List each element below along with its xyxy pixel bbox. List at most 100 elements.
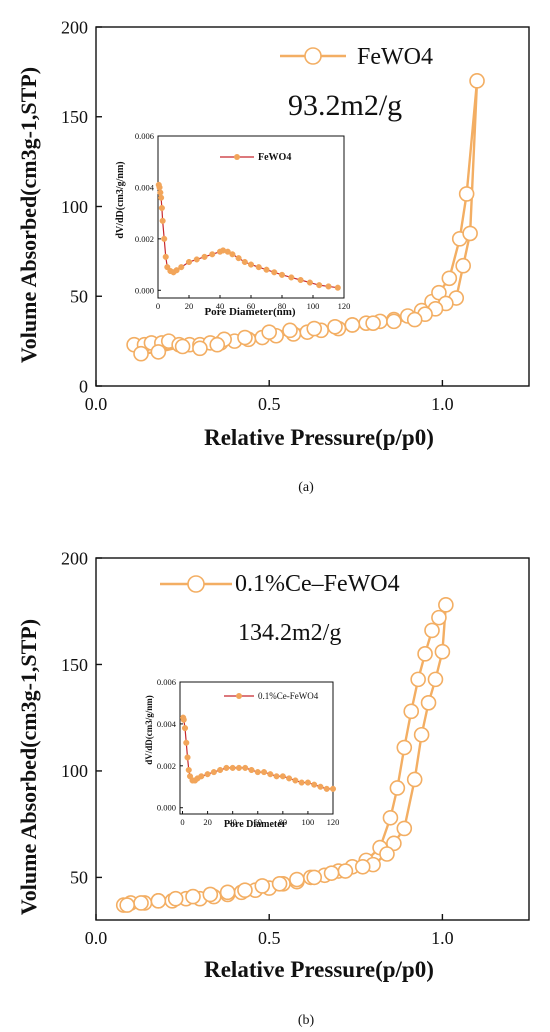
y-tick-label: 50 (70, 868, 88, 888)
inset-data-point (248, 766, 255, 774)
y-tick-label: 50 (70, 287, 88, 307)
data-point (202, 886, 219, 903)
inset-legend-swatch-marker (236, 693, 242, 699)
data-point (389, 780, 406, 796)
inset-data-point (292, 777, 299, 784)
data-point (365, 315, 381, 331)
inset-data-point (279, 773, 286, 780)
panel-label: (b) (298, 1013, 315, 1028)
inset-data-point (235, 255, 242, 262)
inset-x-tick-label: 40 (216, 301, 225, 311)
inset-y-tick-label: 0.004 (157, 719, 177, 729)
chart-a-svg: 0.0 0.5 1.0 0 50 100 150 200 0 20 40 60 80 100 120 0.00… (16, 17, 530, 495)
data-point (434, 643, 451, 660)
inset-data-point (306, 279, 313, 286)
data-point (133, 345, 149, 362)
data-point (282, 322, 298, 339)
inset-data-point (286, 775, 293, 782)
inset-data-point (241, 258, 248, 266)
inset-x-tick-label: 60 (254, 817, 263, 827)
inset-data-point (260, 769, 268, 776)
data-point (237, 882, 253, 898)
inset-data-point (157, 189, 164, 196)
inset-data-point (229, 251, 236, 258)
data-point (382, 809, 399, 826)
y-tick-label: 100 (61, 761, 88, 781)
data-point (458, 186, 475, 202)
data-point (150, 344, 167, 360)
panel-label: (a) (298, 480, 314, 495)
inset-data-point (298, 779, 305, 786)
inset-background (180, 682, 333, 814)
inset-data-point (201, 253, 208, 260)
inset-y-tick-label: 0.000 (135, 285, 154, 295)
data-point (219, 884, 236, 901)
inset-data-point (316, 282, 323, 289)
inset-data-point (304, 779, 311, 786)
surface-area-annotation: 134.2m2/g (238, 620, 341, 646)
data-point (462, 225, 478, 242)
x-tick-label: 0.0 (85, 394, 108, 414)
data-point (337, 863, 354, 879)
data-point (237, 329, 253, 346)
data-point (438, 597, 454, 613)
inset-x-tick-label: 20 (185, 301, 194, 311)
inset-y-tick-label: 0.002 (135, 234, 154, 244)
data-point (403, 703, 420, 720)
inset-data-point (273, 773, 280, 780)
inset-data-point (184, 754, 191, 761)
inset-data-point (173, 267, 180, 274)
inset-x-tick-label: 40 (228, 817, 237, 827)
y-tick-label: 200 (61, 17, 88, 37)
inset-data-point (317, 783, 324, 790)
inset-data-point (158, 204, 165, 212)
data-point (306, 869, 323, 886)
inset-data-point (180, 716, 187, 723)
y-tick-label: 100 (61, 197, 88, 217)
inset-data-point (178, 264, 185, 271)
chart-b-svg: 0.0 0.5 1.0 50 100 150 200 0 20 40 60 80 100 120 0.000… (16, 548, 530, 1028)
data-point (441, 270, 458, 287)
inset-data-point (242, 764, 249, 771)
inset-data-point (204, 771, 211, 778)
inset-data-point (278, 271, 286, 278)
inset-legend-label: FeWO4 (258, 152, 291, 163)
inset-data-point (254, 769, 261, 776)
inset-legend-label: 0.1%Ce-FeWO4 (258, 691, 319, 701)
inset-data-point (193, 256, 200, 263)
data-point (431, 609, 447, 626)
x-axis-label: Relative Pressure(p/p0) (204, 957, 434, 982)
data-point (344, 317, 361, 333)
data-point (167, 890, 184, 907)
data-point (420, 695, 437, 711)
data-point (417, 646, 433, 662)
inset-data-point (267, 771, 274, 778)
inset-x-tick-label: 80 (278, 301, 287, 311)
data-point (306, 320, 323, 337)
inset-data-point (181, 725, 189, 732)
data-point (271, 875, 288, 892)
inset-x-tick-label: 100 (307, 301, 320, 311)
inset-data-point (217, 766, 224, 774)
data-point (289, 871, 305, 888)
legend-swatch-marker (187, 575, 205, 593)
data-point (323, 865, 340, 881)
x-tick-label: 0.0 (85, 928, 108, 948)
data-point (133, 895, 149, 911)
inset-data-point (271, 269, 278, 276)
inset-data-point (329, 785, 337, 792)
inset-series-line (158, 184, 338, 289)
inset-y-tick-label: 0.006 (157, 677, 176, 687)
data-point (192, 340, 208, 357)
data-point (406, 311, 423, 328)
inset-x-tick-label: 100 (302, 817, 315, 827)
data-point (431, 284, 447, 301)
x-tick-label: 1.0 (431, 394, 454, 414)
inset-data-point (162, 253, 169, 260)
inset-x-tick-label: 20 (203, 817, 212, 827)
inset-data-point (255, 264, 262, 271)
legend-label: FeWO4 (357, 44, 433, 70)
inset-data-point (235, 764, 242, 771)
data-point (455, 257, 471, 274)
y-tick-label: 150 (61, 107, 88, 127)
